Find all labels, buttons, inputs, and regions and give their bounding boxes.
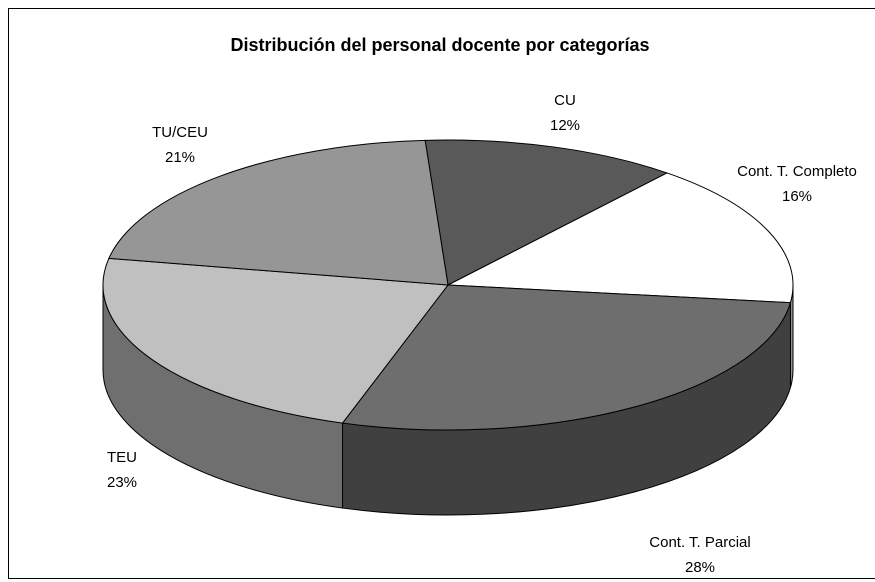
slice-label: TU/CEU <box>152 124 208 141</box>
slice-label: Cont. T. Parcial <box>649 534 750 551</box>
slice-value-label: 21% <box>165 149 195 166</box>
slice-value-label: 28% <box>685 559 715 576</box>
slice-label: CU <box>554 92 576 109</box>
pie-sides <box>102 284 794 516</box>
slice <box>108 139 449 286</box>
pie-labels: CU 12% Cont. T. Completo 16% Cont. T. Parcia… <box>107 92 857 576</box>
slice-value-label: 23% <box>107 474 137 491</box>
slice-value-label: 16% <box>782 188 812 205</box>
slice <box>446 172 794 304</box>
pie-tops <box>102 139 794 431</box>
slice <box>424 139 669 286</box>
slice <box>341 284 792 431</box>
slice-label: Cont. T. Completo <box>737 163 857 180</box>
chart-title: Distribución del personal docente por ca… <box>230 35 649 55</box>
slice <box>102 257 449 424</box>
slice-value-label: 12% <box>550 117 580 134</box>
slice-label: TEU <box>107 449 137 466</box>
